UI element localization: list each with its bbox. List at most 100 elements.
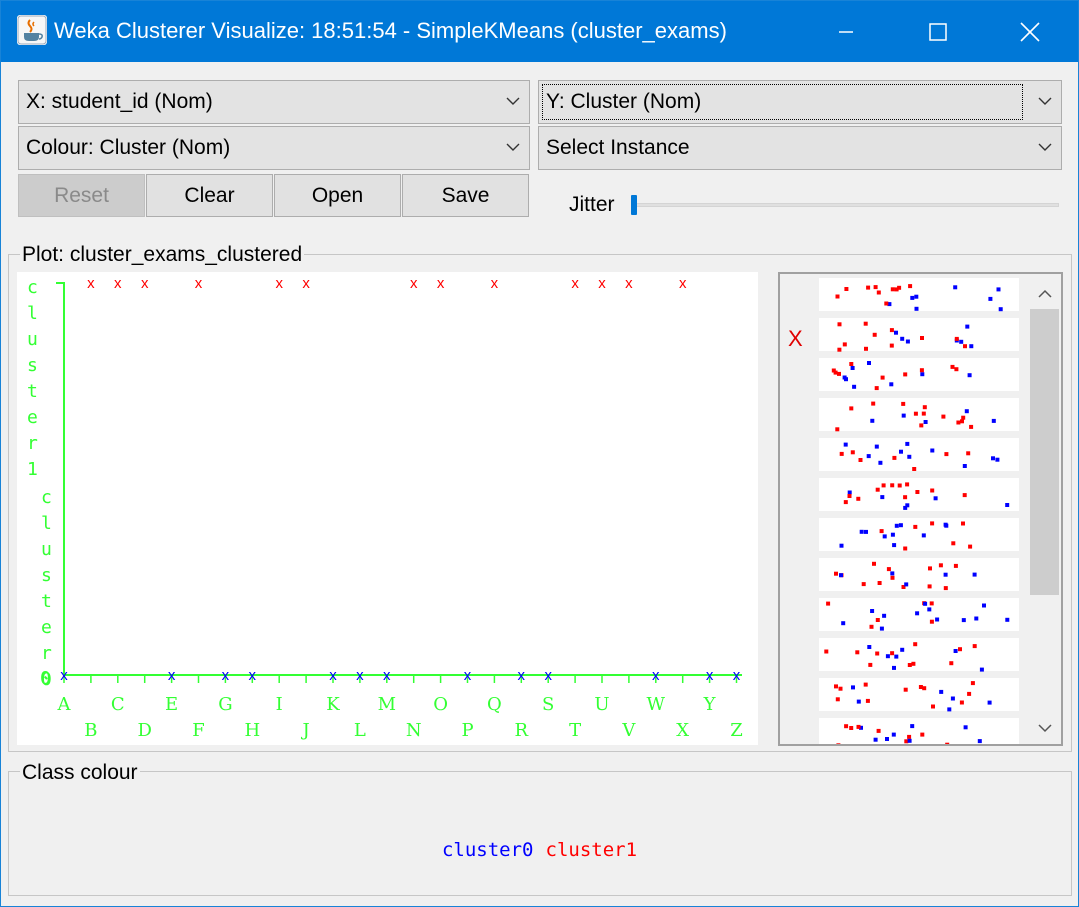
legend-entry-cluster1[interactable]: cluster1: [545, 839, 638, 861]
attribute-bar-point: [880, 375, 885, 380]
attribute-bar-point: [835, 697, 840, 702]
attribute-bar[interactable]: [819, 558, 1019, 591]
attribute-bar-point: [928, 566, 932, 571]
reset-button[interactable]: Reset: [18, 174, 145, 217]
attribute-bar-point: [929, 601, 934, 606]
chevron-down-icon: [506, 143, 520, 151]
attribute-bar-point: [961, 618, 966, 623]
attribute-bar-point: [881, 483, 886, 488]
attribute-bar-point: [900, 336, 905, 341]
save-button[interactable]: Save: [402, 174, 529, 217]
attribute-bar-point: [929, 619, 934, 624]
attribute-bar-point: [949, 661, 954, 666]
attribute-bar-point: [913, 411, 918, 416]
attribute-bar-point: [891, 732, 896, 737]
attribute-bar-point: [831, 368, 836, 373]
attribute-bar-point: [974, 616, 979, 621]
attribute-bar-point: [841, 621, 846, 626]
attribute-bar-point: [1005, 617, 1010, 622]
data-point-cluster1: x: [679, 275, 687, 292]
attribute-bar-point: [875, 618, 880, 622]
attribute-bar[interactable]: [819, 518, 1019, 551]
attribute-bar-point: [918, 685, 923, 689]
data-point-cluster0: x: [518, 667, 526, 684]
attribute-bar-point: [890, 651, 895, 656]
title-bar[interactable]: Weka Clusterer Visualize: 18:51:54 - Sim…: [1, 1, 1078, 62]
attribute-bar-point: [826, 601, 831, 606]
open-button[interactable]: Open: [274, 174, 401, 217]
legend-entry-cluster0[interactable]: cluster0: [441, 839, 534, 861]
attribute-bar-point: [870, 418, 875, 423]
scroll-down-icon[interactable]: [1037, 721, 1053, 735]
colour-select[interactable]: Colour: Cluster (Nom): [18, 126, 530, 170]
attribute-bar-point: [869, 624, 874, 629]
attribute-bar-point: [889, 382, 894, 387]
attribute-bar-point: [991, 456, 995, 461]
attribute-bar-point: [897, 285, 902, 290]
attribute-bar-point: [903, 687, 908, 692]
x-tick-label: E: [165, 694, 178, 715]
attribute-bar-point: [921, 411, 926, 416]
attribute-bar[interactable]: [819, 358, 1019, 391]
select-instance-select[interactable]: Select Instance: [538, 126, 1062, 170]
attribute-bar[interactable]: [819, 638, 1019, 671]
attribute-bar[interactable]: [819, 478, 1019, 511]
attribute-bar-point: [903, 372, 908, 377]
attribute-bar-point: [950, 696, 955, 701]
attribute-bar[interactable]: [819, 438, 1019, 471]
attribute-bar-point: [872, 332, 877, 337]
attribute-bar-point: [953, 285, 958, 290]
attribute-bar-point: [912, 467, 917, 471]
attribute-bar[interactable]: [819, 318, 1019, 351]
attribute-bar-point: [858, 458, 863, 462]
attribute-bar-point: [903, 495, 908, 500]
focus-indicator: [542, 84, 1023, 120]
attribute-bar-point: [873, 285, 878, 290]
select-instance-value: Select Instance: [546, 136, 690, 159]
attribute-bar-point: [915, 490, 920, 494]
attribute-bar-point: [871, 401, 876, 406]
maximize-button[interactable]: [892, 1, 984, 62]
attribute-bar-point: [882, 534, 887, 539]
x-axis-select[interactable]: X: student_id (Nom): [18, 80, 530, 124]
attribute-bars[interactable]: [819, 278, 1021, 744]
data-point-cluster0: x: [222, 667, 230, 684]
attribute-bar-point: [961, 521, 965, 526]
attribute-bar-point: [850, 366, 855, 370]
scrollbar-thumb[interactable]: [1030, 309, 1059, 595]
attribute-bar-point: [867, 361, 871, 365]
attribute-bar-point: [908, 284, 913, 289]
minimize-button[interactable]: [800, 1, 892, 62]
close-button[interactable]: [984, 1, 1076, 62]
attribute-bar[interactable]: [819, 718, 1019, 744]
attribute-bar-point: [892, 455, 897, 460]
minimize-icon: [839, 30, 853, 33]
attribute-bar-point: [859, 725, 863, 730]
x-tick-label: J: [300, 720, 309, 741]
clear-button[interactable]: Clear: [146, 174, 273, 217]
attribute-bar-point: [947, 707, 952, 712]
x-tick-label: N: [406, 720, 422, 741]
x-tick-label: B: [84, 720, 97, 741]
attribute-bar-point: [890, 287, 895, 292]
attribute-bar-point: [907, 738, 912, 743]
y-axis-select[interactable]: Y: Cluster (Nom): [538, 80, 1062, 124]
attribute-bar[interactable]: [819, 678, 1019, 711]
attribute-bar-point: [995, 457, 1000, 462]
attribute-bar[interactable]: [819, 398, 1019, 431]
jitter-slider-thumb[interactable]: [631, 195, 637, 215]
attribute-bar-point: [867, 645, 872, 649]
x-tick-label: P: [461, 720, 473, 741]
jitter-slider[interactable]: [633, 203, 1059, 207]
attribute-bar-point: [933, 496, 938, 501]
scroll-up-icon[interactable]: [1037, 287, 1053, 301]
attribute-bar-point: [922, 686, 927, 691]
attribute-bar-point: [834, 571, 838, 576]
scatter-plot[interactable]: c l u s t e r 1c l u s t e r 00A C E G I K M O Q S U W Y B D F H J L N P R T…: [17, 272, 758, 745]
attribute-bar-point: [915, 611, 920, 616]
attribute-bar[interactable]: [819, 278, 1019, 311]
